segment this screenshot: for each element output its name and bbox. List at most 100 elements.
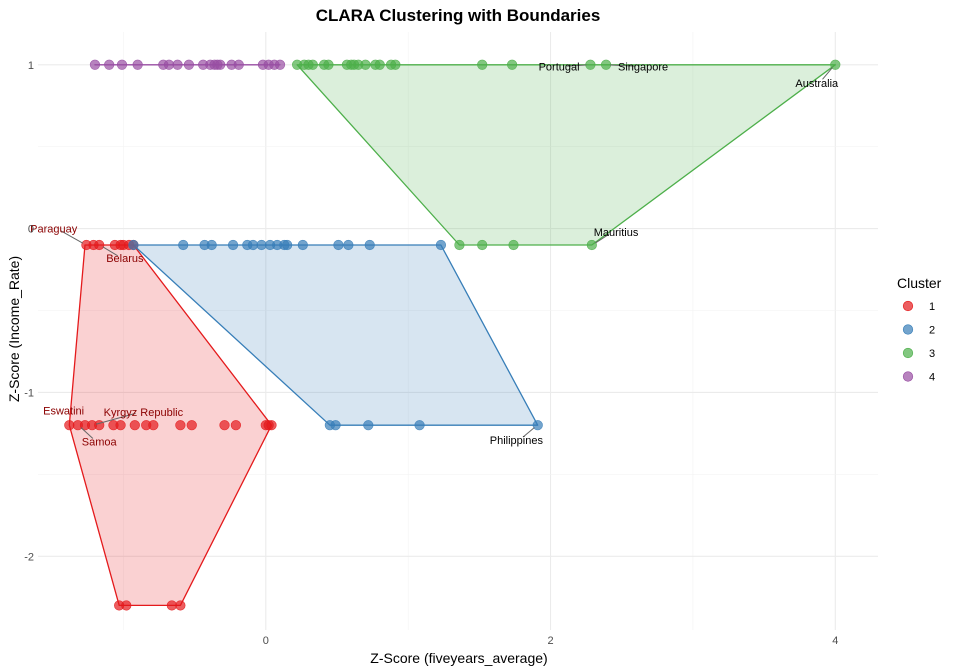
legend-label-3: 3 — [929, 348, 935, 360]
annotation-label: Eswatini — [43, 405, 84, 417]
annotation-label: Singapore — [618, 61, 668, 73]
cluster-2-point — [364, 239, 375, 251]
y-tick-label: -1 — [24, 387, 34, 399]
annotation-leader — [822, 67, 833, 80]
cluster-4-point — [172, 59, 183, 70]
cluster-2-point — [178, 239, 189, 251]
annotation-label: Belarus — [106, 253, 144, 265]
x-tick-label: 2 — [547, 635, 553, 647]
cluster-4-point — [183, 59, 195, 70]
legend-key-3 — [902, 347, 914, 359]
cluster-2-point — [343, 239, 354, 251]
cluster-3-boundary — [296, 64, 836, 246]
y-tick-label: 1 — [28, 60, 34, 72]
cluster-3-point — [600, 59, 612, 70]
cluster-2-point — [256, 239, 267, 251]
cluster-4-point — [104, 59, 115, 70]
cluster-3-point — [477, 239, 488, 251]
annotation-label: Portugal — [539, 61, 580, 73]
y-tick-label: 0 — [28, 224, 34, 236]
cluster-boundaries — [68, 64, 836, 607]
annotation-leader — [610, 64, 636, 67]
cluster-3-point — [390, 59, 401, 70]
cluster-4-point — [163, 59, 175, 70]
cluster-2-point — [363, 420, 374, 431]
cluster-3-point — [507, 59, 518, 70]
legend-entries: 1 2 3 4 — [902, 300, 935, 384]
cluster-2-point — [247, 239, 259, 251]
annotation-leader — [567, 64, 587, 67]
y-axis-title: Z-Score (Income_Rate) — [6, 256, 22, 402]
point-annotations: Paraguay Belarus Eswatini Kyrgyz Republic Sa… — [30, 61, 839, 448]
cluster-3-point — [307, 59, 318, 70]
legend-label-2: 2 — [929, 325, 935, 337]
cluster-2-point — [414, 420, 425, 431]
cluster-1-point — [64, 420, 75, 431]
cluster-2-point — [206, 239, 217, 251]
cluster-3-point — [323, 59, 334, 70]
cluster-4-point — [233, 59, 244, 70]
legend-key-2 — [902, 324, 914, 335]
annotation-label: Kyrgyz Republic — [104, 407, 184, 419]
annotation-label: Australia — [795, 78, 839, 90]
annotation-leader — [95, 412, 136, 425]
cluster-1-point — [115, 420, 126, 431]
cluster-1-point — [175, 600, 186, 611]
cluster-points — [64, 59, 841, 611]
cluster-3-point — [374, 59, 385, 70]
cluster-2-point — [532, 420, 543, 431]
cluster-1-point — [94, 420, 105, 431]
cluster-4-point — [89, 59, 101, 70]
legend-key-1 — [902, 300, 914, 312]
cluster-2-point — [227, 239, 239, 251]
cluster-2-point — [330, 420, 341, 431]
cluster-4-point — [116, 59, 128, 70]
cluster-1-point — [148, 420, 159, 431]
cluster-3-point — [454, 239, 465, 251]
cluster-1-point — [175, 420, 186, 431]
annotation-label: Philippines — [490, 435, 544, 447]
cluster-2-point — [128, 239, 139, 251]
cluster-1-point — [94, 239, 105, 251]
legend: Cluster 1 2 3 4 — [897, 275, 942, 384]
cluster-2-point — [297, 239, 308, 251]
cluster-1-point — [166, 600, 177, 611]
annotation-leader — [60, 230, 84, 244]
annotation-leader — [80, 427, 94, 439]
chart-title: CLARA Clustering with Boundaries — [316, 6, 601, 25]
cluster-2-point — [333, 239, 344, 251]
cluster-1-point — [186, 420, 197, 431]
y-tick-label: -2 — [24, 551, 34, 563]
x-axis-title: Z-Score (fiveyears_average) — [370, 650, 547, 666]
legend-title: Cluster — [897, 275, 942, 291]
cluster-1-point — [121, 600, 132, 611]
cluster-3-point — [360, 59, 371, 70]
cluster-1-point — [266, 420, 277, 431]
annotation-label: Mauritius — [594, 227, 639, 239]
x-axis-ticks: 0 2 4 — [263, 635, 839, 647]
x-tick-label: 4 — [832, 635, 838, 647]
cluster-3-point — [585, 59, 596, 70]
cluster-3-point — [508, 239, 519, 251]
annotation-leader — [595, 233, 610, 244]
cluster-1-point — [219, 420, 230, 431]
legend-label-4: 4 — [929, 372, 935, 384]
annotation-label: Paraguay — [30, 224, 78, 236]
x-tick-label: 0 — [263, 635, 269, 647]
cluster-3-point — [586, 239, 597, 251]
cluster-2-point — [282, 239, 293, 251]
cluster-4-point — [274, 59, 286, 70]
annotation-leader — [102, 246, 118, 257]
cluster-3-point — [830, 59, 841, 70]
cluster-4-point — [215, 59, 226, 70]
cluster-4-point — [132, 59, 143, 70]
annotation-label: Samoa — [82, 437, 118, 449]
cluster-2-point — [435, 239, 447, 251]
legend-key-4 — [902, 371, 914, 382]
cluster-1-point — [230, 420, 241, 431]
y-axis-ticks: -2 -1 0 1 — [24, 60, 34, 564]
annotation-leader — [522, 427, 535, 438]
legend-label-1: 1 — [929, 301, 935, 313]
